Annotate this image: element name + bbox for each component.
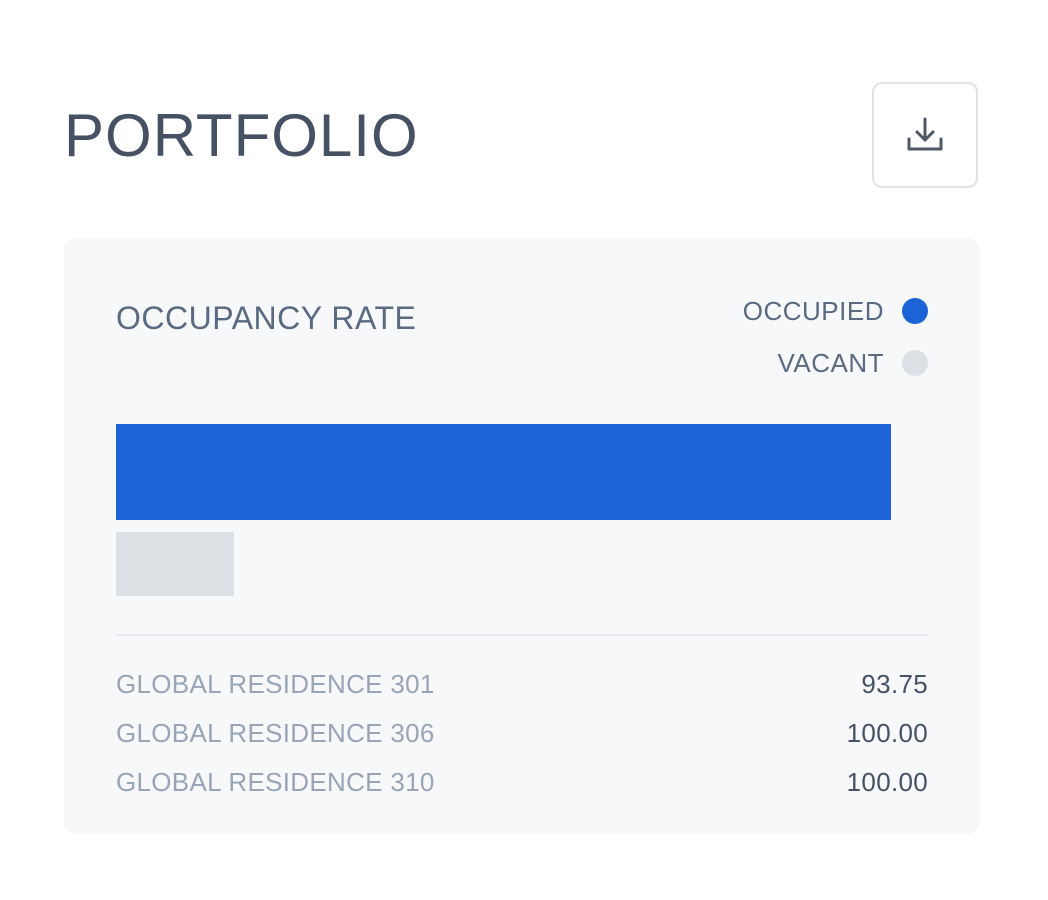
table-row: GLOBAL RESIDENCE 306 100.00: [116, 709, 928, 758]
residence-list: GLOBAL RESIDENCE 301 93.75 GLOBAL RESIDE…: [116, 660, 928, 807]
occupancy-card: OCCUPANCY RATE OCCUPIED VACANT GLOBAL RE…: [64, 238, 980, 834]
download-button[interactable]: [872, 82, 978, 188]
row-value: 100.00: [846, 767, 928, 797]
legend-item-occupied: OCCUPIED: [743, 294, 928, 328]
occupancy-bar-chart: [116, 424, 928, 596]
divider: [116, 634, 928, 636]
legend-swatch-vacant: [902, 350, 928, 376]
row-name: GLOBAL RESIDENCE 301: [116, 669, 435, 699]
bar-occupied: [116, 424, 891, 520]
bar-vacant: [116, 532, 234, 596]
table-row: GLOBAL RESIDENCE 310 100.00: [116, 758, 928, 807]
table-row: GLOBAL RESIDENCE 301 93.75: [116, 660, 928, 709]
legend-item-vacant: VACANT: [777, 346, 928, 380]
row-value: 93.75: [861, 669, 928, 699]
row-value: 100.00: [846, 718, 928, 748]
download-icon: [907, 117, 943, 151]
page-title: PORTFOLIO: [64, 102, 419, 169]
legend-label-vacant: VACANT: [777, 347, 884, 378]
legend-label-occupied: OCCUPIED: [742, 295, 884, 326]
legend-swatch-occupied: [902, 298, 928, 324]
row-name: GLOBAL RESIDENCE 306: [116, 718, 435, 748]
card-title: OCCUPANCY RATE: [116, 300, 417, 336]
row-name: GLOBAL RESIDENCE 310: [116, 767, 435, 797]
legend: OCCUPIED VACANT: [743, 294, 928, 380]
